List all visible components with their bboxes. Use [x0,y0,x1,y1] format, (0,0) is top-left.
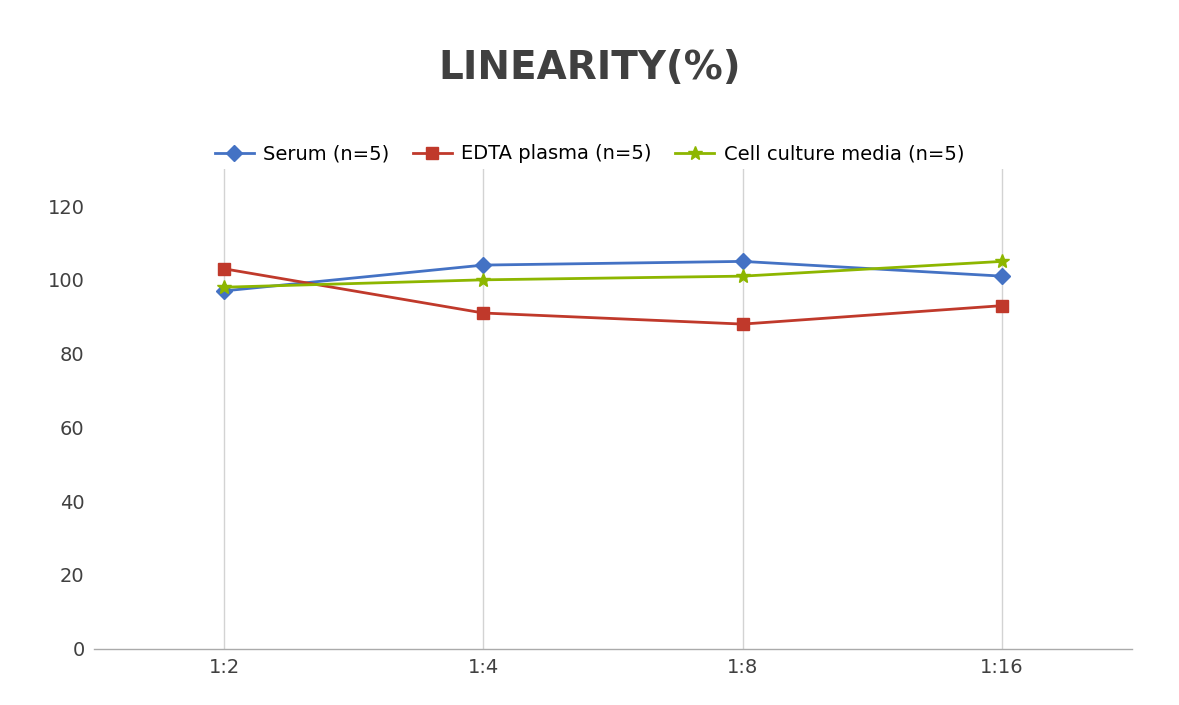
Serum (n=5) [995,272,1009,281]
Legend: Serum (n=5), EDTA plasma (n=5), Cell culture media (n=5): Serum (n=5), EDTA plasma (n=5), Cell cul… [206,137,973,171]
Cell culture media (n=5) [736,272,750,281]
EDTA plasma (n=5) [476,309,490,317]
EDTA plasma (n=5) [736,320,750,329]
Serum (n=5) [476,261,490,269]
Line: EDTA plasma (n=5): EDTA plasma (n=5) [218,263,1008,330]
EDTA plasma (n=5) [995,302,1009,310]
Text: LINEARITY(%): LINEARITY(%) [439,49,740,87]
Cell culture media (n=5) [995,257,1009,266]
Line: Serum (n=5): Serum (n=5) [218,256,1008,296]
Cell culture media (n=5) [217,283,231,291]
Line: Cell culture media (n=5): Cell culture media (n=5) [217,255,1009,294]
Serum (n=5) [217,287,231,295]
Cell culture media (n=5) [476,276,490,284]
Serum (n=5) [736,257,750,266]
EDTA plasma (n=5) [217,264,231,273]
